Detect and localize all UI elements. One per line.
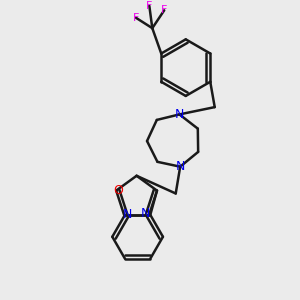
Text: N: N bbox=[176, 160, 185, 173]
Text: F: F bbox=[161, 5, 167, 15]
Text: O: O bbox=[114, 184, 124, 197]
Text: F: F bbox=[146, 1, 152, 11]
Text: F: F bbox=[133, 13, 139, 23]
Text: N: N bbox=[123, 208, 132, 221]
Text: N: N bbox=[141, 207, 150, 220]
Text: N: N bbox=[175, 108, 184, 121]
